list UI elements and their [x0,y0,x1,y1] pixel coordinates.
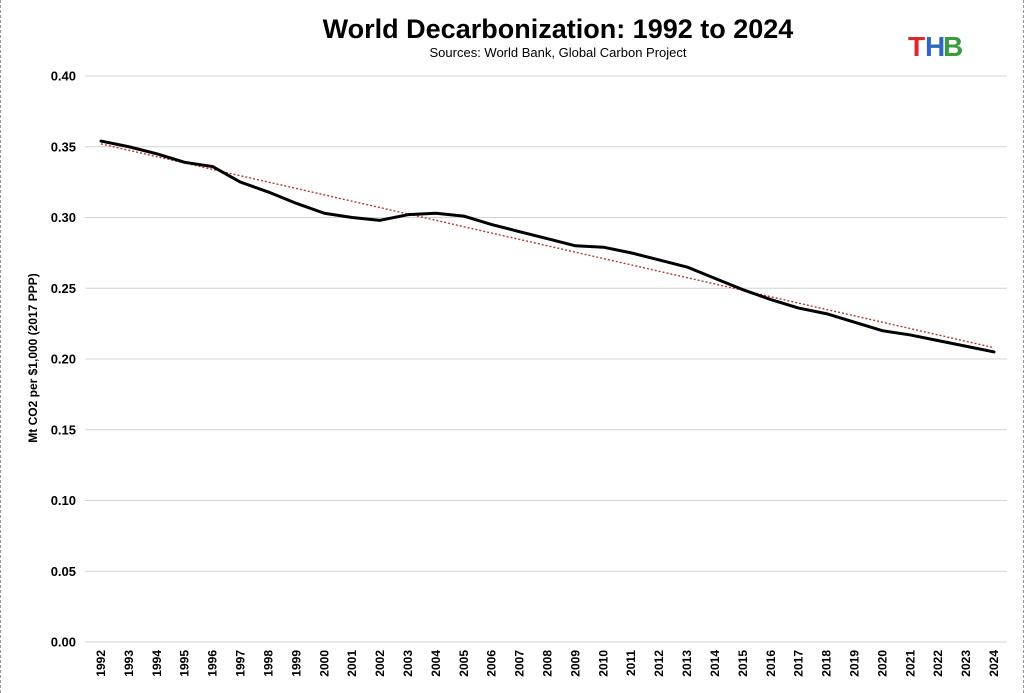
x-tick-label: 2006 [485,650,499,677]
x-tick-label: 2022 [931,650,945,677]
x-tick-label: 2023 [959,650,973,677]
x-tick-label: 2012 [652,650,666,677]
logo-letter-t: T [908,31,925,62]
x-axis-ticks: 1992 1993 1994 1995 1996 1997 1998 1999 2000 2001… [94,650,1001,677]
chart-subtitle: Sources: World Bank, Global Carbon Proje… [430,45,687,60]
x-tick-label: 2020 [875,650,889,677]
x-tick-label: 2018 [820,650,834,677]
x-tick-label: 2008 [541,650,555,677]
x-tick-label: 2015 [736,650,750,677]
logo-letter-b: B [943,31,963,62]
x-tick-label: 1992 [94,650,108,677]
chart-title: World Decarbonization: 1992 to 2024 [323,14,794,44]
y-tick-label: 0.05 [51,564,76,579]
logo-letter-h: H [925,31,945,62]
x-tick-label: 2000 [317,650,331,677]
x-tick-label: 2001 [345,650,359,677]
y-tick-label: 0.10 [51,493,76,508]
x-tick-label: 2003 [401,650,415,677]
x-tick-label: 2021 [903,650,917,677]
trend-line [100,143,995,349]
x-tick-label: 2013 [680,650,694,677]
x-tick-label: 1999 [289,650,303,677]
y-tick-label: 0.30 [51,210,76,225]
x-tick-label: 2004 [429,650,443,677]
x-tick-label: 2009 [568,650,582,677]
x-tick-label: 1996 [206,650,220,677]
x-tick-label: 1995 [178,650,192,677]
x-tick-label: 1998 [261,650,275,677]
carbon-intensity-line [99,139,996,354]
x-tick-label: 2005 [457,650,471,677]
y-tick-label: 0.20 [51,352,76,367]
gridlines [85,75,1007,643]
series-lines [99,139,996,354]
x-tick-label: 2007 [513,650,527,677]
x-tick-label: 1993 [122,650,136,677]
y-tick-label: 0.25 [51,281,76,296]
y-tick-label: 0.00 [51,635,76,650]
y-tick-label: 0.40 [51,69,76,84]
x-tick-label: 2019 [847,650,861,677]
x-tick-label: 2016 [764,650,778,677]
x-tick-label: 2011 [624,650,638,676]
thb-logo: T H B [908,31,963,62]
x-tick-label: 1994 [150,650,164,677]
x-tick-label: 2017 [792,650,806,677]
x-tick-label: 2024 [987,650,1001,677]
y-axis-label: Mt CO2 per $1,000 (2017 PPP) [26,273,40,442]
x-tick-label: 2002 [373,650,387,677]
x-tick-label: 1997 [234,650,248,677]
y-tick-label: 0.35 [51,139,76,154]
y-tick-label: 0.15 [51,422,76,437]
x-tick-label: 2010 [596,650,610,677]
y-axis-ticks: 0.00 0.05 0.10 0.15 0.20 0.25 0.30 0.35 0.40 [51,69,76,650]
x-tick-label: 2014 [708,650,722,677]
